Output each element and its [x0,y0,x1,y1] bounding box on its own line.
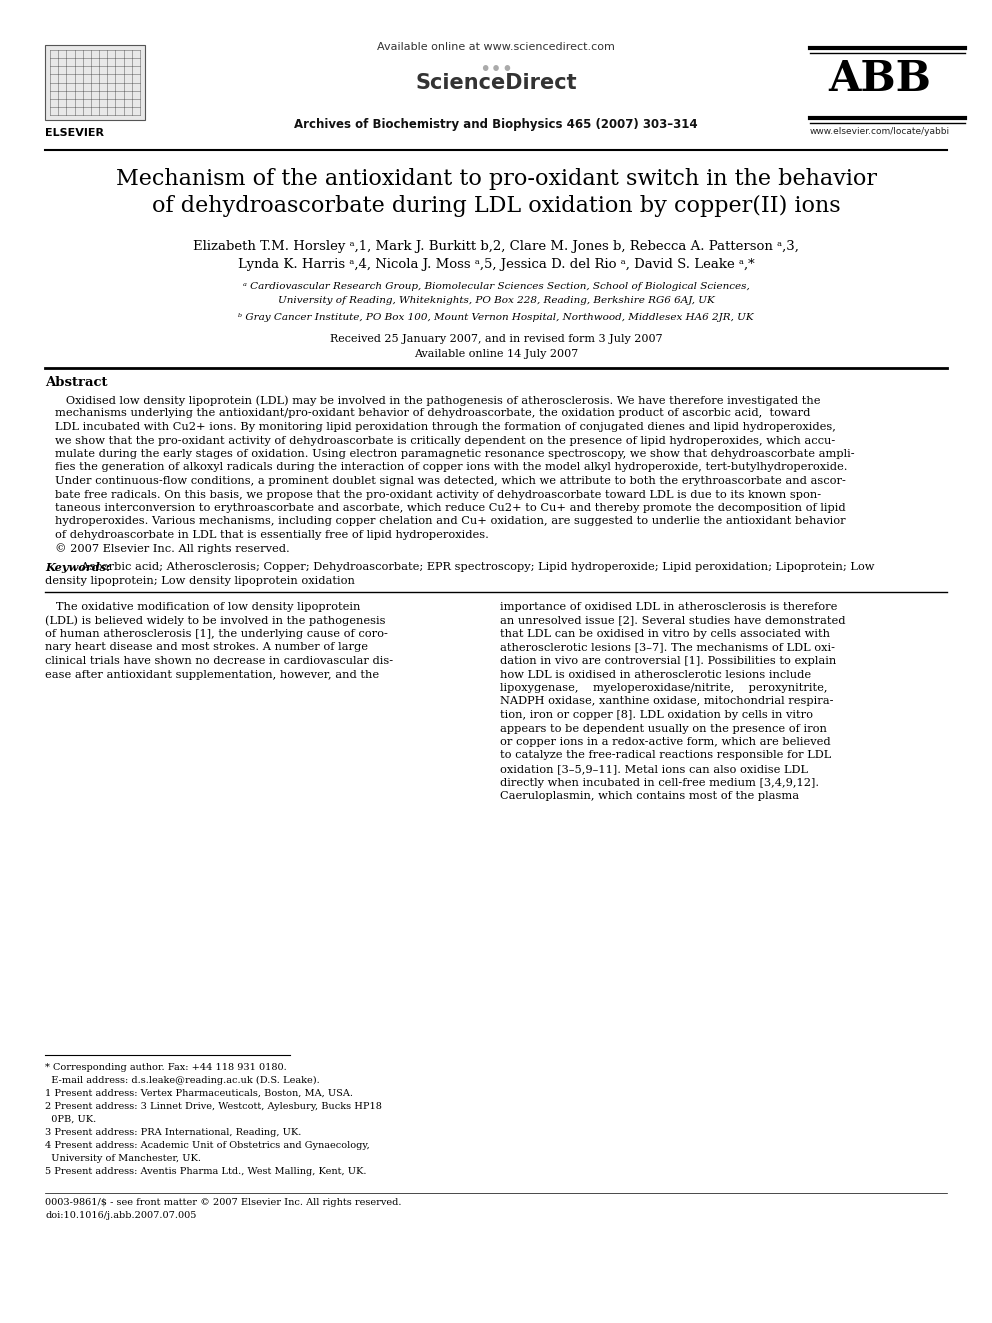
Text: importance of oxidised LDL in atherosclerosis is therefore: importance of oxidised LDL in atheroscle… [500,602,837,613]
Text: ᵇ Gray Cancer Institute, PO Box 100, Mount Vernon Hospital, Northwood, Middlesex: ᵇ Gray Cancer Institute, PO Box 100, Mou… [238,314,754,321]
Text: Under continuous-flow conditions, a prominent doublet signal was detected, which: Under continuous-flow conditions, a prom… [55,476,846,486]
Text: that LDL can be oxidised in vitro by cells associated with: that LDL can be oxidised in vitro by cel… [500,628,830,639]
Text: hydroperoxides. Various mechanisms, including copper chelation and Cu+ oxidation: hydroperoxides. Various mechanisms, incl… [55,516,845,527]
Text: Elizabeth T.M. Horsley ᵃ,1, Mark J. Burkitt b,2, Clare M. Jones b, Rebecca A. Pa: Elizabeth T.M. Horsley ᵃ,1, Mark J. Burk… [193,239,799,253]
Text: an unresolved issue [2]. Several studies have demonstrated: an unresolved issue [2]. Several studies… [500,615,845,626]
Text: to catalyze the free-radical reactions responsible for LDL: to catalyze the free-radical reactions r… [500,750,831,761]
Text: 3 Present address: PRA International, Reading, UK.: 3 Present address: PRA International, Re… [45,1129,302,1136]
Text: (LDL) is believed widely to be involved in the pathogenesis: (LDL) is believed widely to be involved … [45,615,386,626]
Text: Abstract: Abstract [45,376,107,389]
Text: tion, iron or copper [8]. LDL oxidation by cells in vitro: tion, iron or copper [8]. LDL oxidation … [500,710,813,720]
Text: of dehydroascorbate in LDL that is essentially free of lipid hydroperoxides.: of dehydroascorbate in LDL that is essen… [55,531,489,540]
Text: atherosclerotic lesions [3–7]. The mechanisms of LDL oxi-: atherosclerotic lesions [3–7]. The mecha… [500,643,835,652]
Text: * Corresponding author. Fax: +44 118 931 0180.: * Corresponding author. Fax: +44 118 931… [45,1062,287,1072]
Text: dation in vivo are controversial [1]. Possibilities to explain: dation in vivo are controversial [1]. Po… [500,656,836,665]
Text: Lynda K. Harris ᵃ,4, Nicola J. Moss ᵃ,5, Jessica D. del Rio ᵃ, David S. Leake ᵃ,: Lynda K. Harris ᵃ,4, Nicola J. Moss ᵃ,5,… [238,258,754,271]
Text: 1 Present address: Vertex Pharmaceuticals, Boston, MA, USA.: 1 Present address: Vertex Pharmaceutical… [45,1089,353,1098]
Text: doi:10.1016/j.abb.2007.07.005: doi:10.1016/j.abb.2007.07.005 [45,1211,196,1220]
Text: bate free radicals. On this basis, we propose that the pro-oxidant activity of d: bate free radicals. On this basis, we pr… [55,490,821,500]
Text: 0PB, UK.: 0PB, UK. [45,1115,96,1125]
Text: © 2007 Elsevier Inc. All rights reserved.: © 2007 Elsevier Inc. All rights reserved… [55,544,290,554]
Text: 2 Present address: 3 Linnet Drive, Westcott, Aylesbury, Bucks HP18: 2 Present address: 3 Linnet Drive, Westc… [45,1102,382,1111]
Text: mechanisms underlying the antioxidant/pro-oxidant behavior of dehydroascorbate, : mechanisms underlying the antioxidant/pr… [55,409,810,418]
Text: Archives of Biochemistry and Biophysics 465 (2007) 303–314: Archives of Biochemistry and Biophysics … [295,118,697,131]
Text: ScienceDirect: ScienceDirect [416,73,576,93]
Text: Received 25 January 2007, and in revised form 3 July 2007: Received 25 January 2007, and in revised… [329,333,663,344]
Text: or copper ions in a redox-active form, which are believed: or copper ions in a redox-active form, w… [500,737,830,747]
Text: Mechanism of the antioxidant to pro-oxidant switch in the behavior: Mechanism of the antioxidant to pro-oxid… [115,168,877,191]
Text: density lipoprotein; Low density lipoprotein oxidation: density lipoprotein; Low density lipopro… [45,576,355,586]
Text: •••: ••• [479,60,513,79]
Text: LDL incubated with Cu2+ ions. By monitoring lipid peroxidation through the forma: LDL incubated with Cu2+ ions. By monitor… [55,422,836,433]
Text: fies the generation of alkoxyl radicals during the interaction of copper ions wi: fies the generation of alkoxyl radicals … [55,463,847,472]
Text: taneous interconversion to erythroascorbate and ascorbate, which reduce Cu2+ to : taneous interconversion to erythroascorb… [55,503,845,513]
Text: 0003-9861/$ - see front matter © 2007 Elsevier Inc. All rights reserved.: 0003-9861/$ - see front matter © 2007 El… [45,1199,402,1207]
Text: ELSEVIER: ELSEVIER [45,128,104,138]
Text: lipoxygenase,    myeloperoxidase/nitrite,    peroxynitrite,: lipoxygenase, myeloperoxidase/nitrite, p… [500,683,827,693]
Text: ease after antioxidant supplementation, however, and the: ease after antioxidant supplementation, … [45,669,379,680]
Text: mulate during the early stages of oxidation. Using electron paramagnetic resonan: mulate during the early stages of oxidat… [55,448,855,459]
Text: ᵃ Cardiovascular Research Group, Biomolecular Sciences Section, School of Biolog: ᵃ Cardiovascular Research Group, Biomole… [243,282,749,291]
Text: we show that the pro-oxidant activity of dehydroascorbate is critically dependen: we show that the pro-oxidant activity of… [55,435,835,446]
Text: The oxidative modification of low density lipoprotein: The oxidative modification of low densit… [45,602,360,613]
Text: Caeruloplasmin, which contains most of the plasma: Caeruloplasmin, which contains most of t… [500,791,800,800]
Text: nary heart disease and most strokes. A number of large: nary heart disease and most strokes. A n… [45,643,368,652]
Text: how LDL is oxidised in atherosclerotic lesions include: how LDL is oxidised in atherosclerotic l… [500,669,811,680]
Text: 5 Present address: Aventis Pharma Ltd., West Malling, Kent, UK.: 5 Present address: Aventis Pharma Ltd., … [45,1167,366,1176]
Text: Available online at www.sciencedirect.com: Available online at www.sciencedirect.co… [377,42,615,52]
Text: E-mail address: d.s.leake@reading.ac.uk (D.S. Leake).: E-mail address: d.s.leake@reading.ac.uk … [45,1076,319,1085]
Text: Oxidised low density lipoprotein (LDL) may be involved in the pathogenesis of at: Oxidised low density lipoprotein (LDL) m… [55,396,820,406]
Text: oxidation [3–5,9–11]. Metal ions can also oxidise LDL: oxidation [3–5,9–11]. Metal ions can als… [500,763,808,774]
Bar [45,45,145,120]
Text: NADPH oxidase, xanthine oxidase, mitochondrial respira-: NADPH oxidase, xanthine oxidase, mitocho… [500,696,833,706]
Text: clinical trials have shown no decrease in cardiovascular dis-: clinical trials have shown no decrease i… [45,656,393,665]
Text: of human atherosclerosis [1], the underlying cause of coro-: of human atherosclerosis [1], the underl… [45,628,388,639]
Text: Keywords:: Keywords: [45,562,110,573]
Text: ABB: ABB [828,58,931,101]
Text: Available online 14 July 2007: Available online 14 July 2007 [414,349,578,359]
Text: appears to be dependent usually on the presence of iron: appears to be dependent usually on the p… [500,724,827,733]
Text: 4 Present address: Academic Unit of Obstetrics and Gynaecology,: 4 Present address: Academic Unit of Obst… [45,1140,370,1150]
Text: University of Reading, Whiteknights, PO Box 228, Reading, Berkshire RG6 6AJ, UK: University of Reading, Whiteknights, PO … [278,296,714,306]
Text: www.elsevier.com/locate/yabbi: www.elsevier.com/locate/yabbi [809,127,950,136]
Text: Ascorbic acid; Atherosclerosis; Copper; Dehydroascorbate; EPR spectroscopy; Lipi: Ascorbic acid; Atherosclerosis; Copper; … [45,562,875,572]
Text: of dehydroascorbate during LDL oxidation by copper(II) ions: of dehydroascorbate during LDL oxidation… [152,194,840,217]
Text: University of Manchester, UK.: University of Manchester, UK. [45,1154,201,1163]
Text: directly when incubated in cell-free medium [3,4,9,12].: directly when incubated in cell-free med… [500,778,819,787]
